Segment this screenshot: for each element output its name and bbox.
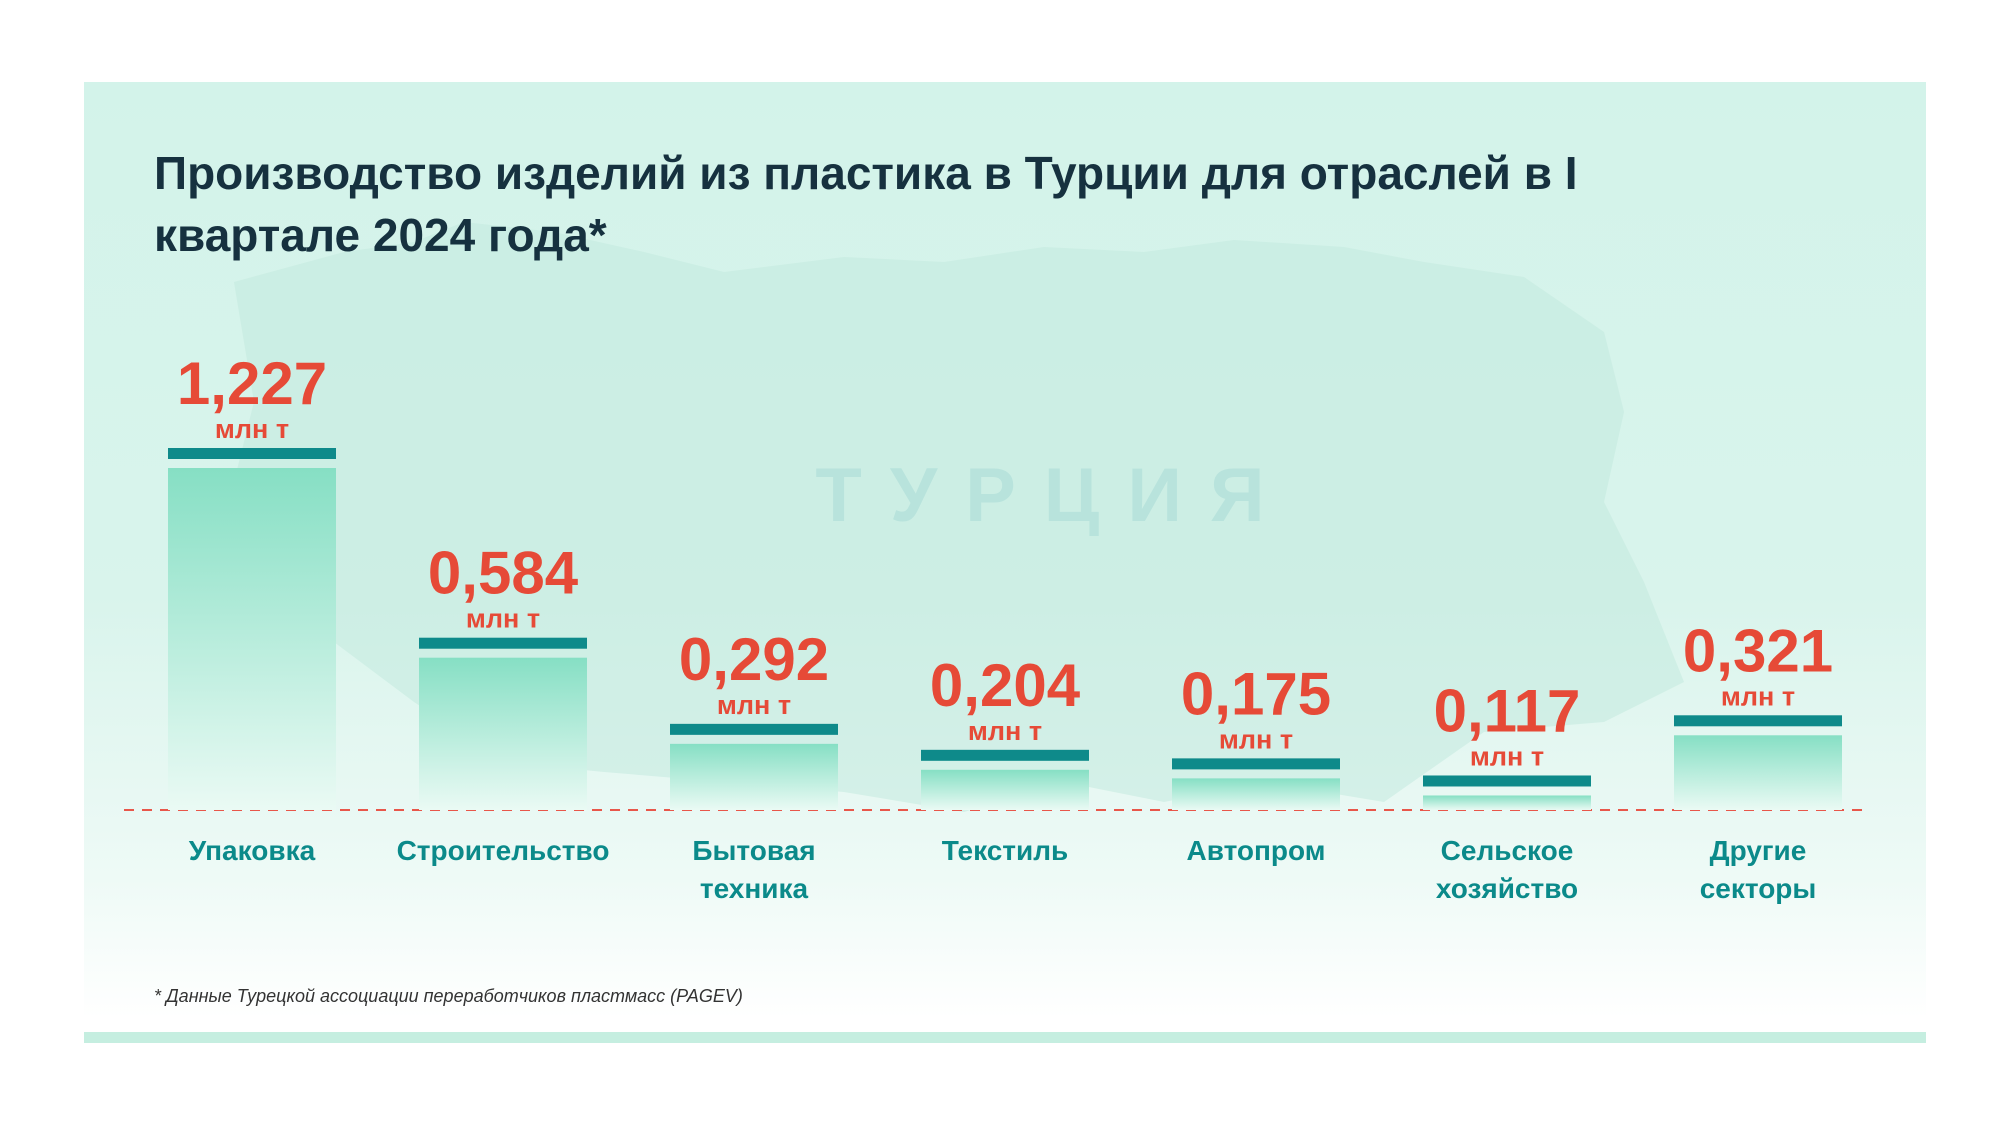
bar [168, 468, 336, 810]
value-label: 1,227 [177, 350, 327, 417]
bar-cap [921, 749, 1089, 761]
value-label: 0,204 [930, 652, 1081, 719]
category-label: Автопром [1187, 835, 1326, 866]
category-label: секторы [1700, 873, 1817, 904]
bar-cap [1172, 758, 1340, 770]
category-label: Текстиль [942, 835, 1068, 866]
map-label: ТУРЦИЯ [815, 453, 1293, 538]
category-label: Упаковка [189, 835, 316, 866]
bar [1423, 795, 1591, 810]
category-label: Строительство [397, 835, 610, 866]
unit-label: млн т [1219, 724, 1293, 754]
bar [921, 769, 1089, 810]
unit-label: млн т [717, 690, 791, 720]
chart-panel: ТУРЦИЯ Производство изделий из пластика … [84, 82, 1926, 1018]
unit-label: млн т [215, 414, 289, 444]
bar [670, 743, 838, 810]
footnote: * Данные Турецкой ассоциации переработчи… [154, 986, 743, 1006]
unit-label: млн т [968, 716, 1042, 746]
bar [1674, 735, 1842, 810]
category-label: техника [700, 873, 809, 904]
value-label: 0,584 [428, 540, 579, 607]
bar-cap [670, 723, 838, 735]
bar [1172, 778, 1340, 810]
category-label: хозяйство [1436, 873, 1578, 904]
category-label: Сельское [1441, 835, 1574, 866]
unit-label: млн т [1721, 681, 1795, 711]
category-label: Другие [1710, 835, 1807, 866]
turkey-map-silhouette [234, 222, 1684, 812]
chart-title: Производство изделий из пластика в Турци… [154, 147, 1578, 261]
unit-label: млн т [1470, 741, 1544, 771]
value-label: 0,117 [1434, 677, 1581, 744]
bar [419, 657, 587, 810]
bar-cap [1674, 715, 1842, 727]
value-label: 0,292 [679, 626, 829, 693]
value-label: 0,175 [1181, 660, 1331, 727]
bar-cap [1423, 775, 1591, 787]
bar-cap [168, 448, 336, 459]
unit-label: млн т [466, 604, 540, 634]
category-label: Бытовая [692, 835, 815, 866]
bar-cap [419, 637, 587, 649]
bottom-strip [84, 1032, 1926, 1043]
value-label: 0,321 [1683, 617, 1833, 684]
